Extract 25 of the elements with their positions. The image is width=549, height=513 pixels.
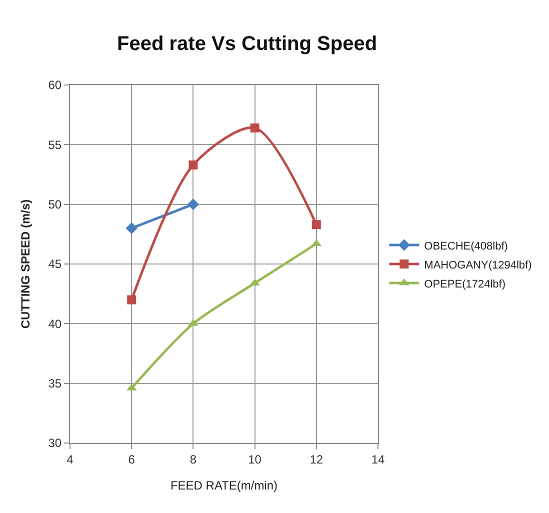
- x-axis-title: FEED RATE(m/min): [170, 478, 278, 492]
- y-tick-label: 30: [48, 436, 62, 450]
- point: [188, 160, 198, 170]
- x-tick-label: 14: [371, 452, 385, 466]
- x-tick-label: 4: [66, 452, 74, 466]
- point: [126, 222, 138, 234]
- x-tick-label: 6: [128, 452, 136, 466]
- y-tick-label: 55: [48, 138, 62, 152]
- point: [127, 295, 136, 304]
- point: [187, 198, 200, 210]
- point: [312, 220, 321, 230]
- x-tick-label: 8: [190, 452, 197, 466]
- y-tick-label: 50: [48, 198, 62, 212]
- point: [250, 123, 260, 132]
- y-tick-label: 60: [48, 78, 62, 92]
- legend-label: OBECHE(408lbf): [424, 240, 508, 252]
- y-tick-label: 45: [48, 257, 62, 272]
- x-tick-label: 10: [248, 452, 262, 466]
- y-tick-label: 35: [48, 376, 62, 391]
- chart-title: Feed rate Vs Cutting Speed: [117, 32, 378, 55]
- legend-label: MAHOGANY(1294lbf): [424, 259, 532, 272]
- y-tick-label: 40: [48, 316, 62, 331]
- legend-label: OPEPE(1724lbf): [424, 278, 506, 290]
- y-axis-title: CUTTING SPEED (m/s): [18, 199, 33, 329]
- x-tick-label: 12: [310, 452, 324, 466]
